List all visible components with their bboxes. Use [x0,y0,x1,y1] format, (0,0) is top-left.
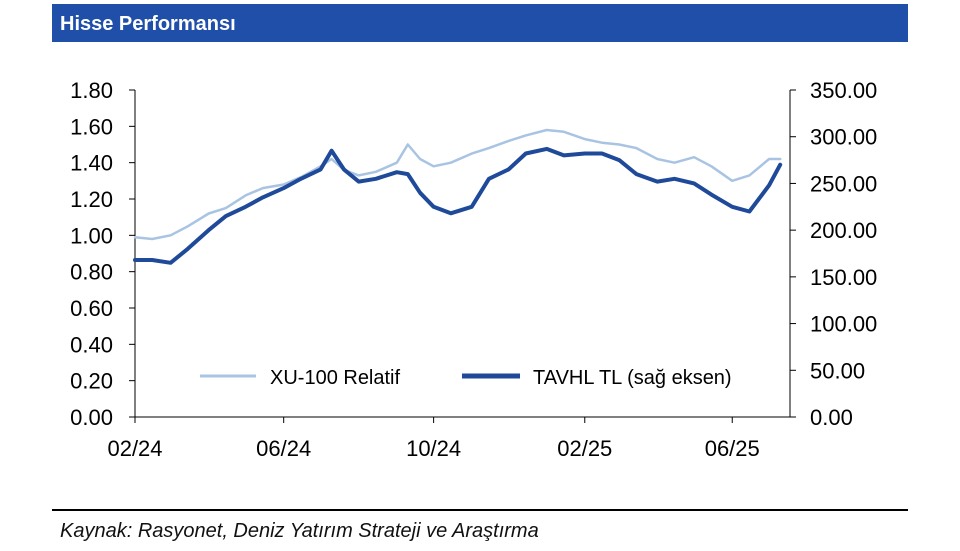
y-left-tick-label: 1.20 [70,187,113,212]
y-right-tick-label: 200.00 [810,218,877,243]
chart-axes: 0.00 0.20 0.40 0.60 0.80 1.00 1.20 1.40 1.60 1.80… [70,78,877,461]
header-bar: Hisse Performansı [52,4,908,42]
y-left-tick-label: 1.80 [70,78,113,103]
x-tick-label: 10/24 [406,436,461,461]
y-right-tick-label: 0.00 [810,405,853,430]
y-right-tick-label: 150.00 [810,265,877,290]
y-left-tick-label: 0.00 [70,405,113,430]
y-right-tick-label: 350.00 [810,78,877,103]
y-right-tick-label: 100.00 [810,312,877,337]
y-right-tick-label: 300.00 [810,125,877,150]
chart-legend: XU-100 Relatif TAVHL TL (sağ eksen) [200,367,732,389]
y-left-tick-label: 1.00 [70,223,113,248]
y-left-tick-label: 0.80 [70,260,113,285]
y-right-tick-label: 50.00 [810,358,865,383]
series-line-xu100-relatif [133,128,782,241]
x-tick-label: 06/25 [705,436,760,461]
y-left-tick-label: 1.60 [70,114,113,139]
source-note: Kaynak: Rasyonet, Deniz Yatırım Strateji… [60,520,539,542]
y-left-tick-label: 0.60 [70,296,113,321]
x-tick-label: 02/24 [107,436,162,461]
x-tick-label: 06/24 [256,436,311,461]
y-left-tick-label: 1.40 [70,151,113,176]
footer-divider [52,509,908,511]
legend-label: XU-100 Relatif [270,367,401,389]
y-left-tick-label: 0.40 [70,332,113,357]
legend-label: TAVHL TL (sağ eksen) [533,367,732,389]
chart-series [133,128,783,265]
page-title: Hisse Performansı [60,13,236,35]
x-tick-label: 02/25 [557,436,612,461]
y-left-tick-label: 0.20 [70,369,113,394]
series-line-tavhl-tl [133,146,783,265]
y-right-tick-label: 250.00 [810,171,877,196]
